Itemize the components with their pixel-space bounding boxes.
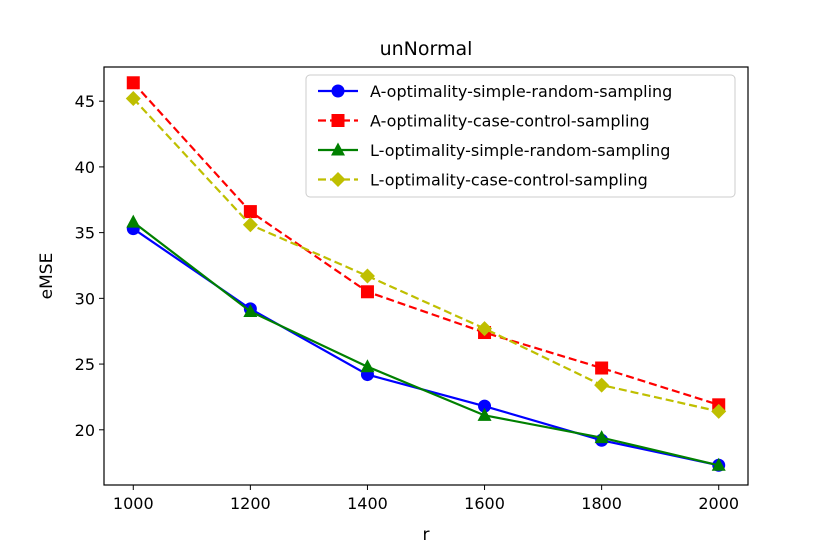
data-point — [477, 321, 493, 337]
data-point — [477, 407, 492, 421]
y-tick-label: 40 — [75, 158, 95, 177]
y-axis-label: eMSE — [37, 253, 57, 300]
data-point — [242, 217, 258, 233]
legend-label: A-optimality-case-control-sampling — [370, 112, 650, 131]
series-line — [132, 227, 719, 467]
data-point — [126, 76, 140, 90]
y-tick-label: 45 — [75, 92, 95, 111]
legend-entry-3: L-optimality-simple-random-sampling — [318, 141, 670, 160]
legend: A-optimality-simple-random-sampling A-opt… — [305, 74, 736, 198]
data-point — [243, 303, 258, 317]
x-tick-label: 2000 — [698, 494, 739, 513]
data-point — [594, 430, 609, 444]
series-line — [132, 97, 719, 413]
data-point — [360, 359, 375, 373]
legend-entry-1: A-optimality-simple-random-sampling — [318, 82, 672, 101]
x-tick-label: 1200 — [230, 494, 271, 513]
x-tick-label: 1000 — [113, 494, 154, 513]
series-4 — [125, 91, 727, 419]
legend-label: L-optimality-case-control-sampling — [370, 171, 648, 190]
y-tick-label: 20 — [75, 421, 95, 440]
series-layer — [125, 76, 727, 472]
y-tick-label: 25 — [75, 355, 95, 374]
chart-title: unNormal — [380, 38, 473, 60]
ticks-layer: 1000 1200 1400 1600 1800 2000 20 25 30 35 40 45 — [75, 92, 739, 513]
legend-marker — [330, 172, 346, 187]
series-1 — [126, 222, 726, 472]
y-tick-label: 35 — [75, 224, 95, 243]
legend-label: A-optimality-simple-random-sampling — [370, 82, 672, 101]
data-point — [478, 399, 492, 413]
legend-marker — [331, 142, 345, 156]
legend-marker — [331, 114, 345, 127]
legend-entry-4: L-optimality-case-control-sampling — [318, 171, 648, 190]
data-point — [359, 268, 375, 284]
y-tick-label: 30 — [75, 289, 95, 308]
x-tick-label: 1800 — [581, 494, 622, 513]
data-point — [595, 361, 609, 375]
data-point — [126, 214, 141, 228]
series-line — [132, 221, 719, 467]
data-point — [594, 377, 610, 393]
x-tick-label: 1400 — [347, 494, 388, 513]
x-axis-label: r — [423, 525, 430, 545]
legend-marker — [331, 84, 345, 98]
data-point — [711, 457, 726, 471]
data-point — [125, 91, 141, 107]
legend-box — [305, 74, 736, 198]
series-3 — [126, 214, 726, 471]
plot-frame — [103, 66, 749, 486]
data-point — [711, 403, 727, 419]
legend-label: L-optimality-simple-random-sampling — [370, 141, 670, 160]
series-line — [132, 82, 720, 406]
data-point — [243, 205, 257, 219]
data-point — [360, 285, 374, 299]
x-tick-label: 1600 — [464, 494, 505, 513]
legend-entry-2: A-optimality-case-control-sampling — [318, 112, 650, 131]
